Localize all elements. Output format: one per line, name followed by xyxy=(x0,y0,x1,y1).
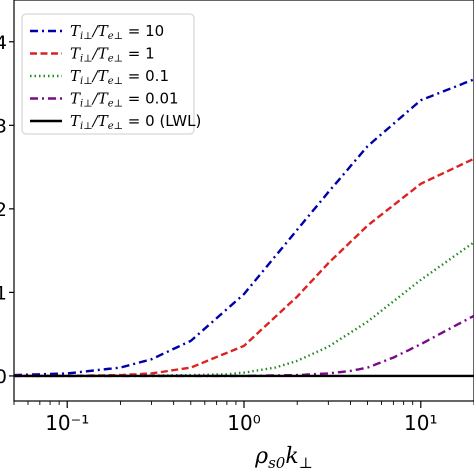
series-line-1 xyxy=(13,78,474,377)
x-tick-label: 10⁻¹ xyxy=(45,411,89,435)
x-axis-title: ρs0k⊥ xyxy=(254,444,313,472)
y-tick-label: 3 xyxy=(0,115,7,137)
series-line-3 xyxy=(14,241,474,378)
series-line-2 xyxy=(14,157,474,378)
y-axis: 0 1 2 3 4 xyxy=(0,32,14,388)
legend: Ti⊥/Te⊥ = 10 Ti⊥/Te⊥ = 1Ti⊥/Te⊥ = 0.1 Ti⊥/… xyxy=(21,13,201,135)
x-axis: 10⁻¹ 10⁰ 10¹ xyxy=(13,401,474,435)
legend-label-4: Ti⊥/Te⊥ = 0.01 xyxy=(70,90,179,110)
x-tick-label: 10¹ xyxy=(404,411,437,435)
legend-label-1: Ti⊥/Te⊥ = 10 xyxy=(70,22,164,42)
legend-label-5: Ti⊥/Te⊥ = 0 (LWL) xyxy=(70,112,201,132)
legend-label-3: Ti⊥/Te⊥ = 0.1 xyxy=(70,67,169,87)
legend-items: Ti⊥/Te⊥ = 10 Ti⊥/Te⊥ = 1Ti⊥/Te⊥ = 0.1 Ti⊥/… xyxy=(30,22,201,132)
series-layer xyxy=(13,78,474,378)
legend-frame xyxy=(21,13,195,135)
y-tick-label: 1 xyxy=(0,282,7,304)
y-tick-label: 2 xyxy=(0,199,7,221)
legend-label-2: Ti⊥/Te⊥ = 1 xyxy=(70,45,155,65)
y-tick-label: 4 xyxy=(0,32,7,54)
y-tick-label: 0 xyxy=(0,366,7,388)
x-tick-label: 10⁰ xyxy=(227,411,260,435)
